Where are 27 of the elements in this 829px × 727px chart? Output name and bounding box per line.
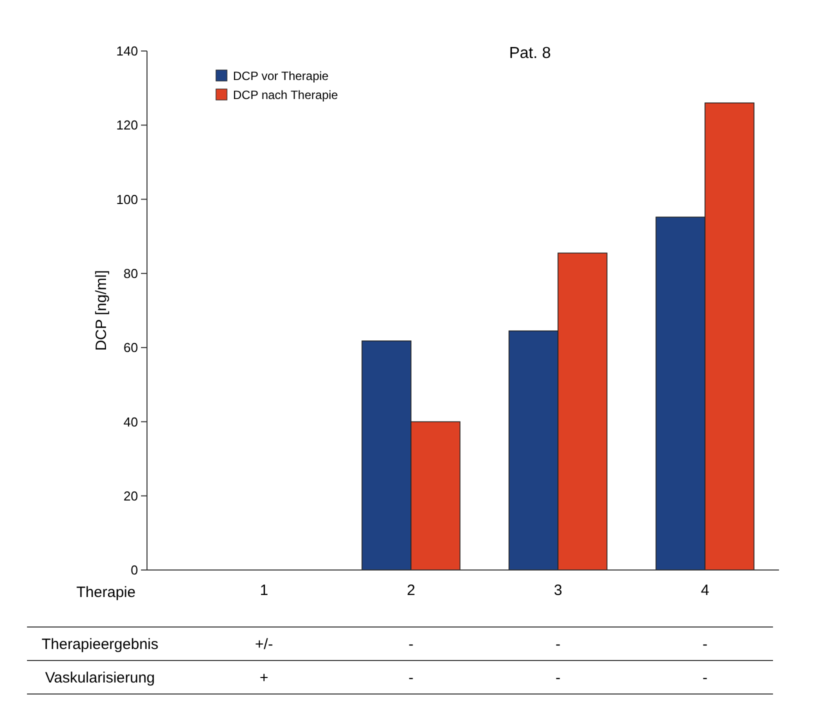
x-tick-label: 1 (260, 582, 268, 599)
y-axis-title: DCP [ng/ml] (93, 270, 110, 351)
x-axis-title: Therapie (76, 584, 136, 601)
legend-label: DCP nach Therapie (233, 88, 338, 102)
y-tick-label: 20 (124, 488, 138, 504)
x-tick-label: 2 (406, 582, 416, 599)
y-tick-label: 60 (124, 340, 138, 356)
chart-title: Pat. 8 (509, 45, 551, 62)
x-tick-label: 3 (554, 582, 562, 599)
text: - (556, 636, 560, 653)
legend-label: DCP vor Therapie (233, 69, 329, 83)
text: - (408, 636, 414, 653)
text: - (702, 636, 708, 653)
text: - (408, 670, 414, 686)
y-tick-label: 0 (130, 562, 138, 578)
text: - (556, 670, 560, 686)
y-tick-label: 140 (116, 44, 138, 59)
y-tick-label: 100 (116, 192, 138, 207)
text: +/- (255, 636, 273, 653)
x-tick-label: 4 (700, 582, 710, 599)
text: - (702, 670, 708, 686)
y-tick-label: 40 (124, 414, 138, 430)
text: Therapieergebnis (42, 636, 158, 653)
text: + (260, 670, 269, 686)
text: Vaskularisierung (45, 670, 155, 686)
y-tick-label: 120 (116, 118, 138, 133)
y-tick-label: 80 (124, 266, 138, 281)
